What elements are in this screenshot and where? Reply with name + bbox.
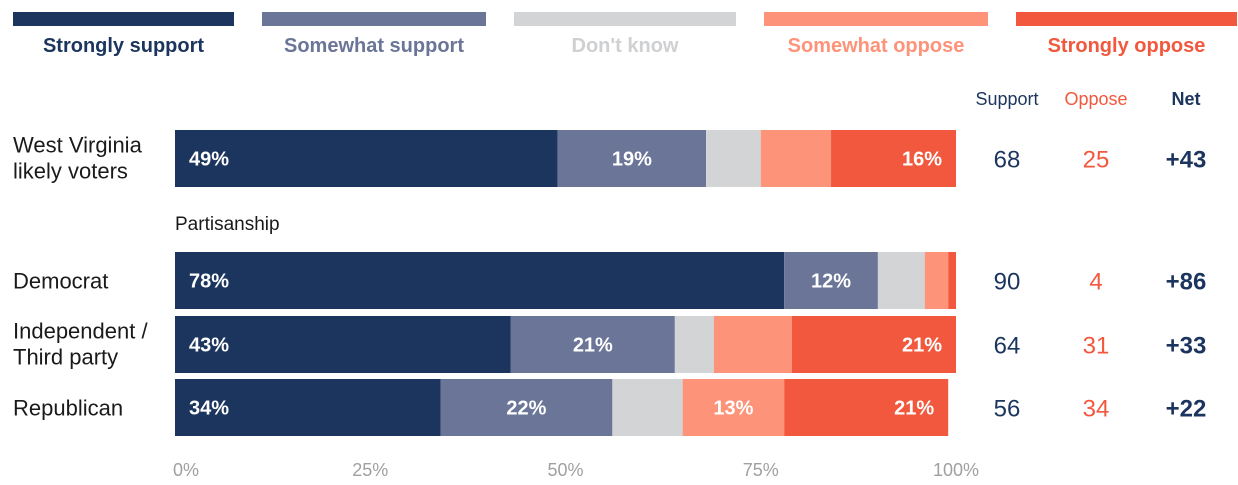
table-row: Democrat 78% 12% 90 4 +86	[13, 252, 1206, 309]
row-label: Third party	[13, 345, 118, 370]
bar-segment-2	[706, 130, 761, 187]
net-value: +86	[1166, 269, 1207, 296]
bar-segment-3	[682, 379, 785, 436]
support-value: 68	[994, 147, 1021, 174]
bar-segment-0	[175, 316, 511, 373]
row-label: Independent /	[13, 319, 148, 344]
legend-swatch-3	[764, 12, 988, 26]
bar-segment-4	[948, 252, 956, 309]
x-tick-label: 75%	[743, 460, 779, 480]
x-tick-label: 100%	[933, 460, 979, 480]
x-axis: 0% 25% 50% 75% 100%	[173, 460, 979, 480]
bar-label: 21%	[894, 398, 934, 420]
net-value: +43	[1166, 147, 1207, 174]
table-row: Republican 34% 22% 13% 21% 56 34 +22	[13, 379, 1206, 436]
row-label: likely voters	[13, 159, 128, 184]
bar-segment-4	[791, 316, 956, 373]
bar-segment-3	[760, 130, 832, 187]
legend-label-0: Strongly support	[43, 35, 204, 57]
header-oppose: Oppose	[1064, 89, 1127, 109]
bar-segment-2	[612, 379, 683, 436]
bar-segment-4	[784, 379, 949, 436]
support-value: 56	[994, 396, 1021, 423]
row-label: Democrat	[13, 269, 108, 294]
x-tick-label: 50%	[547, 460, 583, 480]
oppose-value: 31	[1083, 333, 1110, 360]
summary-headers: Support Oppose Net	[975, 89, 1200, 109]
bar-label: 43%	[189, 335, 229, 357]
bar-label: 49%	[189, 149, 229, 171]
header-net: Net	[1171, 89, 1200, 109]
legend: Strongly support Somewhat support Don't kn…	[13, 12, 1237, 57]
bar-segment-0	[175, 130, 558, 187]
bar-label: 34%	[189, 398, 229, 420]
legend-swatch-2	[514, 12, 736, 26]
oppose-value: 25	[1083, 147, 1110, 174]
legend-label-1: Somewhat support	[284, 35, 464, 57]
bar-segment-1	[557, 130, 707, 187]
bar-segment-0	[175, 252, 785, 309]
support-value: 90	[994, 269, 1021, 296]
bar-segment-4	[831, 130, 956, 187]
bar-label: 21%	[573, 335, 613, 357]
bar-segment-2	[674, 316, 714, 373]
legend-swatch-1	[262, 12, 486, 26]
bar-label: 16%	[902, 149, 942, 171]
bar-label: 13%	[713, 398, 753, 420]
oppose-value: 34	[1083, 396, 1110, 423]
bar-segment-1	[784, 252, 878, 309]
legend-swatch-4	[1016, 12, 1237, 26]
bar-segment-0	[175, 379, 441, 436]
legend-label-4: Strongly oppose	[1048, 35, 1206, 57]
bar-segment-3	[924, 252, 949, 309]
net-value: +22	[1166, 396, 1207, 423]
legend-swatch-0	[13, 12, 234, 26]
bar-segment-1	[510, 316, 675, 373]
header-support: Support	[975, 89, 1038, 109]
bar-label: 22%	[506, 398, 546, 420]
x-tick-label: 0%	[173, 460, 199, 480]
bar-label: 78%	[189, 271, 229, 293]
bar-segment-3	[713, 316, 792, 373]
legend-label-2: Don't know	[572, 35, 679, 57]
bar-label: 12%	[811, 271, 851, 293]
table-row: Independent /Third party 43% 21% 21% 64 31 +33	[13, 316, 1206, 373]
bar-segment-1	[440, 379, 613, 436]
net-value: +33	[1166, 333, 1207, 360]
row-label: Republican	[13, 396, 123, 421]
oppose-value: 4	[1089, 269, 1102, 296]
group-heading: Partisanship	[175, 214, 280, 235]
row-label: West Virginia	[13, 133, 143, 158]
bar-segment-2	[877, 252, 925, 309]
bar-label: 21%	[902, 335, 942, 357]
support-value: 64	[994, 333, 1021, 360]
legend-label-3: Somewhat oppose	[788, 35, 965, 57]
bar-label: 19%	[612, 149, 652, 171]
x-tick-label: 25%	[352, 460, 388, 480]
